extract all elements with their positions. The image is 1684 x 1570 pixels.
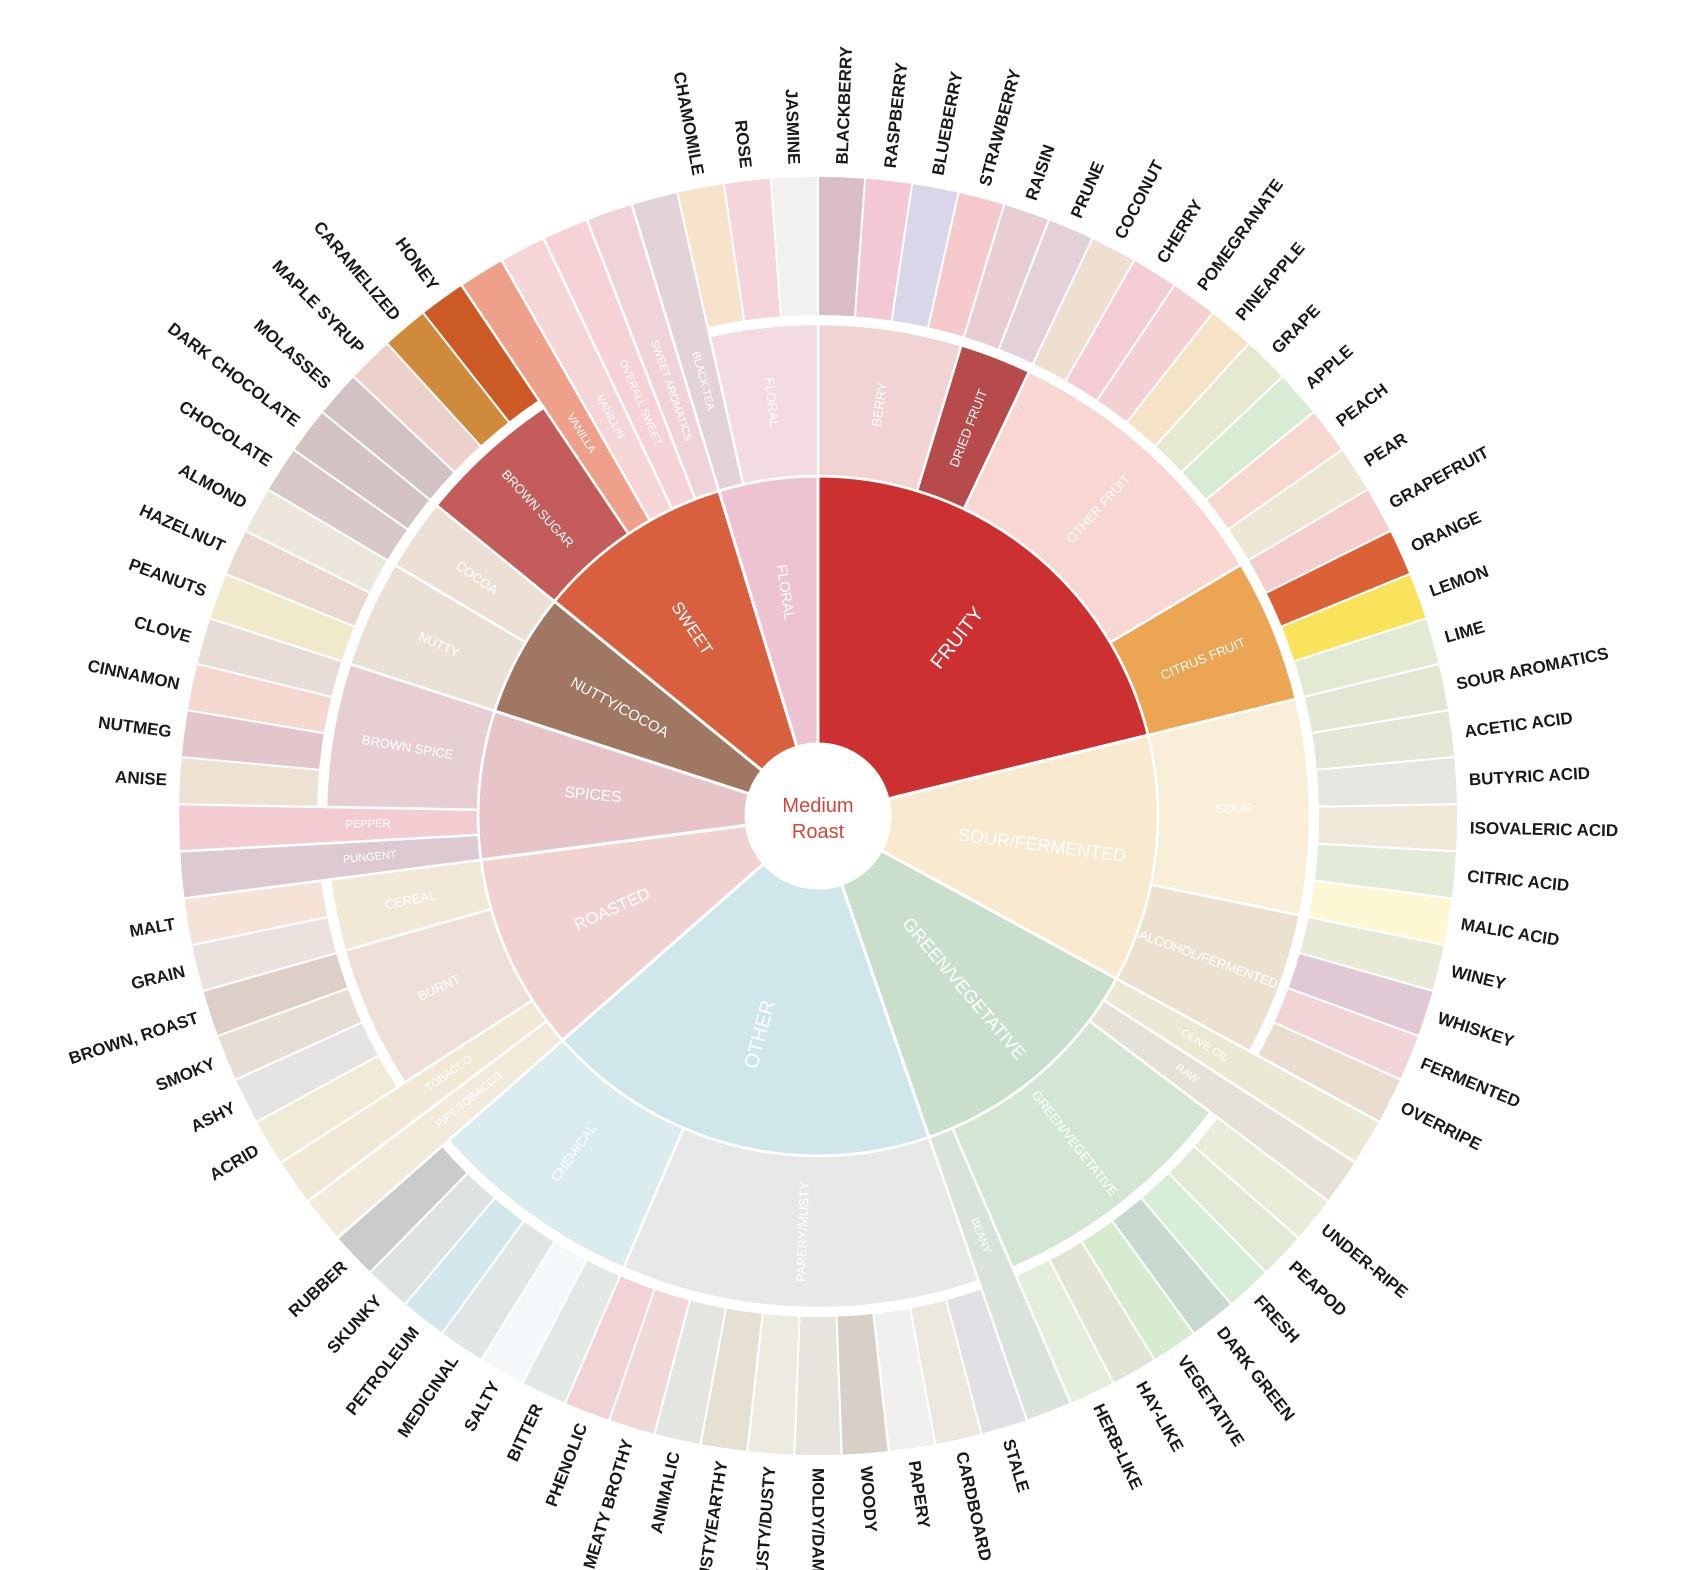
flavor-label-anise: ANISE	[115, 768, 168, 790]
flavor-label-jasmine: JASMINE	[782, 89, 804, 165]
subcategory-label-papery-musty: PAPERY/MUSTY	[793, 1181, 812, 1282]
flavor-label-grain: GRAIN	[129, 962, 187, 993]
flavor-label-whiskey: WHISKEY	[1435, 1008, 1517, 1051]
flavor-wedge-moldy-damp	[793, 1314, 843, 1457]
flavor-label-meaty-brothy: MEATY BROTHY	[580, 1436, 638, 1570]
flavor-label-isovaleric-acid: ISOVALERIC ACID	[1470, 819, 1619, 841]
flavor-label-fresh: FRESH	[1250, 1291, 1303, 1346]
flavor-label-woody: WOODY	[857, 1466, 881, 1534]
flavor-label-peanuts: PEANUTS	[126, 555, 209, 601]
flavor-label-fermented: FERMENTED	[1418, 1054, 1523, 1112]
flavor-label-skunky: SKUNKY	[323, 1291, 386, 1357]
center-label-line1: Medium	[782, 795, 853, 817]
flavor-label-musty-dusty: MUSTY/DUSTY	[751, 1465, 779, 1570]
flavor-label-medicinal: MEDICINAL	[394, 1352, 462, 1441]
flavor-label-lime: LIME	[1443, 617, 1487, 646]
flavor-label-acrid: ACRID	[206, 1141, 262, 1185]
center-hub: Medium Roast	[746, 744, 890, 888]
flavor-label-blackberry: BLACKBERRY	[833, 45, 856, 165]
flavor-label-peach: PEACH	[1333, 380, 1392, 431]
flavor-label-raspberry: RASPBERRY	[881, 61, 912, 169]
flavor-label-grape: GRAPE	[1268, 301, 1324, 357]
flavor-label-cherry: CHERRY	[1153, 196, 1207, 267]
flavor-label-smoky: SMOKY	[153, 1054, 219, 1095]
subcategory-wedge-floral	[708, 322, 820, 486]
flavor-label-almond: ALMOND	[175, 460, 250, 512]
flavor-label-ashy: ASHY	[188, 1098, 239, 1136]
flavor-wedge-jasmine	[769, 174, 819, 319]
flavor-label-rubber: RUBBER	[285, 1257, 351, 1321]
flavor-label-cardboard: CARDBOARD	[952, 1450, 995, 1563]
wheel-wedges	[176, 174, 1460, 1457]
flavor-label-phenolic: PHENOLIC	[542, 1421, 591, 1510]
flavor-label-orange: ORANGE	[1408, 508, 1484, 556]
flavor-label-vegetative: VEGETATIVE	[1174, 1352, 1248, 1450]
flavor-label-stale: STALE	[999, 1437, 1033, 1495]
flavor-label-pear: PEAR	[1361, 429, 1411, 471]
flavor-label-grapefruit: GRAPEFRUIT	[1386, 442, 1493, 512]
flavor-label-chocolate: CHOCOLATE	[176, 397, 276, 471]
subcategory-label-berry: BERRY	[869, 381, 890, 428]
flavor-label-bitter: BITTER	[503, 1401, 547, 1465]
flavor-label-papery: PAPERY	[905, 1459, 934, 1530]
flavor-label-malic-acid: MALIC ACID	[1459, 915, 1560, 950]
flavor-label-clove: CLOVE	[132, 612, 194, 646]
flavor-label-herb-like: HERB-LIKE	[1089, 1401, 1146, 1493]
flavor-label-butyric-acid: BUTYRIC ACID	[1468, 764, 1590, 790]
flavor-label-hay-like: HAY-LIKE	[1132, 1378, 1187, 1455]
flavor-label-coconut: COCONUT	[1111, 157, 1168, 243]
flavor-label-malt: MALT	[128, 914, 177, 940]
subcategory-label-sour: SOUR	[1215, 800, 1253, 816]
flavor-label-molasses: MOLASSES	[250, 316, 334, 393]
center-circle	[746, 744, 890, 888]
flavor-label-prune: PRUNE	[1067, 159, 1108, 221]
center-label-line2: Roast	[792, 821, 845, 843]
flavor-label-salty: SALTY	[460, 1377, 504, 1434]
flavor-label-overripe: OVERRIPE	[1397, 1098, 1484, 1154]
flavor-label-sour-aromatics: SOUR AROMATICS	[1455, 644, 1611, 694]
flavor-label-acetic-acid: ACETIC ACID	[1463, 708, 1573, 741]
flavor-label-honey: HONEY	[392, 234, 443, 295]
subcategory-label-pepper: PEPPER	[346, 818, 391, 831]
flavor-label-animalic: ANIMALIC	[647, 1450, 684, 1535]
category-label-spices: SPICES	[564, 784, 623, 806]
flavor-label-cinnamon: CINNAMON	[86, 656, 181, 693]
flavor-label-strawberry: STRAWBERRY	[976, 66, 1025, 188]
flavor-label-blueberry: BLUEBERRY	[928, 69, 966, 177]
flavor-label-lemon: LEMON	[1427, 562, 1491, 601]
flavor-label-musty-earthy: MUSTY/EARTHY	[693, 1459, 732, 1570]
flavor-label-rose: ROSE	[731, 119, 755, 169]
flavor-label-nutmeg: NUTMEG	[97, 713, 173, 741]
flavor-label-pineapple: PINEAPPLE	[1232, 239, 1309, 325]
flavor-label-chamomile: CHAMOMILE	[670, 70, 708, 177]
flavor-label-winey: WINEY	[1449, 962, 1508, 994]
flavor-label-brown-roast: BROWN, ROAST	[67, 1008, 202, 1068]
flavor-label-citric-acid: CITRIC ACID	[1466, 867, 1570, 895]
subcategory-label-floral: FLORAL	[762, 377, 783, 429]
flavor-label-apple: APPLE	[1302, 341, 1357, 393]
flavor-label-moldy-damp: MOLDY/DAMP	[809, 1468, 828, 1570]
subcategory-label-pungent: PUNGENT	[343, 849, 398, 866]
flavor-label-peapod: PEAPOD	[1285, 1257, 1350, 1320]
flavor-label-hazelnut: HAZELNUT	[137, 501, 229, 556]
flavor-label-raisin: RAISIN	[1022, 142, 1059, 203]
